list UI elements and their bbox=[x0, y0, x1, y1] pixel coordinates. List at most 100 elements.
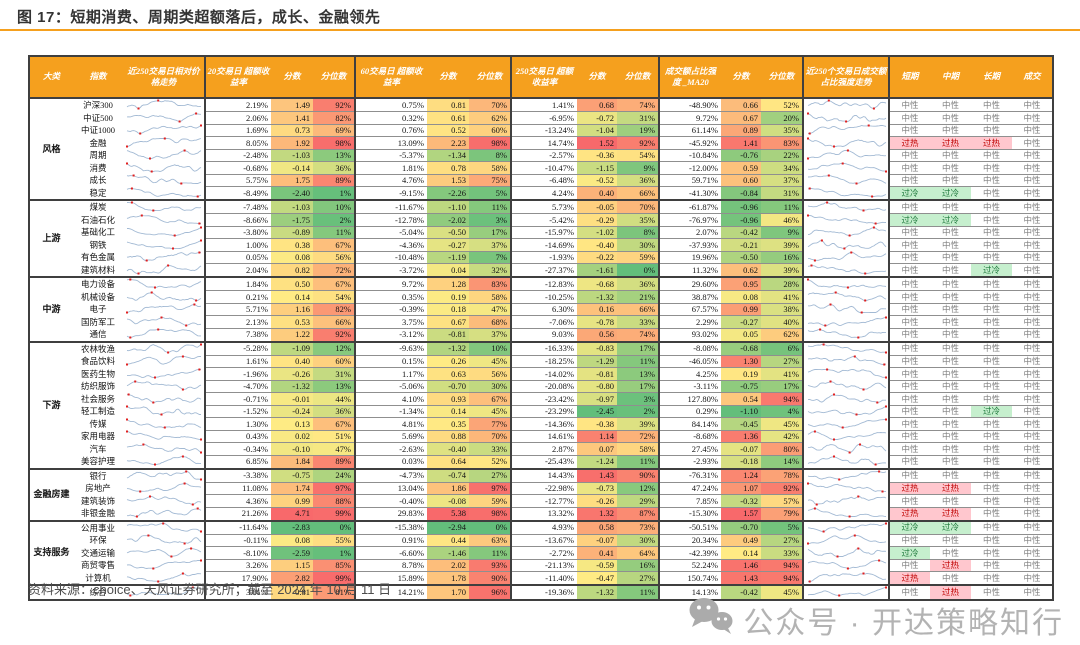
column-header: 分数 bbox=[577, 56, 617, 99]
excess-return-60d: -15.38% bbox=[354, 520, 427, 535]
index-name: 非银金融 bbox=[73, 507, 123, 522]
turnover-sparkline bbox=[802, 455, 889, 470]
score-60d: 2.23 bbox=[427, 136, 469, 150]
turnover-strength-ma20: 52.24% bbox=[658, 559, 721, 572]
status-short-term: 中性 bbox=[888, 200, 930, 214]
percentile-60d: 62% bbox=[469, 111, 511, 125]
score-60d: 0.88 bbox=[427, 430, 469, 443]
status-long-term: 中性 bbox=[971, 251, 1012, 264]
turnover-sparkline bbox=[802, 507, 889, 522]
excess-return-250d: -12.83% bbox=[510, 277, 577, 291]
price-sparkline bbox=[123, 469, 205, 483]
turnover-sparkline bbox=[802, 405, 889, 418]
excess-return-60d: -5.37% bbox=[354, 149, 427, 162]
excess-return-250d: -12.77% bbox=[510, 494, 577, 508]
table-row: 周期 -2.48% -1.03 13% -5.37% -1.34 8% -2.57% -0.36… bbox=[29, 149, 1053, 162]
score-ma20: 0.62 bbox=[721, 263, 761, 278]
excess-return-20d: 0.05% bbox=[204, 251, 271, 264]
status-long-term: 中性 bbox=[971, 149, 1012, 162]
column-header: 60交易日 超额收益率 bbox=[354, 56, 427, 99]
turnover-strength-ma20: -15.30% bbox=[658, 507, 721, 522]
index-name: 综合 bbox=[73, 585, 123, 601]
excess-return-250d: -14.69% bbox=[510, 238, 577, 252]
table-row: 建筑材料 2.04% 0.82 72% -3.72% 0.04 32% -27.37% -1.6… bbox=[29, 263, 1053, 278]
status-turnover: 中性 bbox=[1012, 442, 1053, 456]
excess-return-60d: 13.04% bbox=[354, 482, 427, 495]
status-short-term: 中性 bbox=[888, 290, 930, 304]
percentile-60d: 58% bbox=[469, 161, 511, 175]
percentile-20d: 31% bbox=[313, 367, 355, 381]
turnover-sparkline bbox=[802, 290, 889, 303]
table-row: 计算机 17.90% 2.82 99% 15.89% 1.78 90% -11.40% -0.4… bbox=[29, 571, 1053, 586]
column-header: 大类 bbox=[29, 56, 73, 99]
excess-return-250d: -6.95% bbox=[510, 111, 577, 125]
percentile-250d: 11% bbox=[617, 455, 659, 470]
percentile-20d: 67% bbox=[313, 417, 355, 431]
turnover-strength-ma20: -76.31% bbox=[658, 468, 721, 483]
status-mid-term: 过热 bbox=[930, 136, 971, 150]
excess-return-60d: -6.60% bbox=[354, 546, 427, 560]
price-sparkline bbox=[123, 368, 205, 381]
status-turnover: 中性 bbox=[1012, 124, 1053, 137]
excess-return-60d: 3.75% bbox=[354, 315, 427, 329]
excess-return-60d: 4.10% bbox=[354, 392, 427, 406]
price-sparkline bbox=[123, 277, 205, 291]
score-250d: -1.02 bbox=[577, 226, 617, 239]
percentile-60d: 56% bbox=[469, 367, 511, 381]
score-20d: 1.84 bbox=[271, 455, 313, 470]
turnover-sparkline bbox=[802, 468, 889, 482]
status-long-term: 中性 bbox=[971, 507, 1012, 522]
category-cell: 中游 bbox=[29, 277, 73, 343]
score-ma20: -0.27 bbox=[721, 315, 761, 329]
score-ma20: 0.66 bbox=[721, 98, 761, 112]
status-short-term: 中性 bbox=[888, 124, 930, 137]
turnover-sparkline bbox=[802, 367, 889, 380]
score-60d: 0.64 bbox=[427, 455, 469, 470]
excess-return-60d: 0.91% bbox=[354, 534, 427, 547]
score-60d: -0.50 bbox=[427, 226, 469, 239]
excess-return-60d: 0.32% bbox=[354, 111, 427, 125]
status-turnover: 中性 bbox=[1012, 392, 1053, 406]
status-mid-term: 中性 bbox=[930, 405, 971, 418]
category-cell: 上游 bbox=[29, 200, 73, 278]
status-turnover: 中性 bbox=[1012, 417, 1053, 431]
status-turnover: 中性 bbox=[1012, 405, 1053, 418]
index-name: 农林牧渔 bbox=[80, 343, 115, 354]
index-name: 交通运输 bbox=[80, 547, 115, 558]
score-250d: -1.24 bbox=[577, 455, 617, 470]
score-250d: 0.58 bbox=[577, 520, 617, 535]
percentile-60d: 45% bbox=[469, 355, 511, 368]
percentile-ma20: 6% bbox=[761, 341, 803, 356]
column-header: 分位数 bbox=[469, 56, 511, 99]
status-mid-term: 中性 bbox=[930, 98, 971, 112]
index-name: 中证1000 bbox=[80, 125, 115, 135]
index-name: 石油石化 bbox=[80, 214, 115, 225]
status-long-term: 中性 bbox=[971, 303, 1012, 316]
turnover-sparkline bbox=[802, 238, 889, 251]
excess-return-250d: -15.97% bbox=[510, 226, 577, 239]
percentile-20d: 54% bbox=[313, 290, 355, 304]
turnover-sparkline bbox=[802, 546, 889, 559]
score-ma20: 0.89 bbox=[721, 124, 761, 137]
percentile-20d: 56% bbox=[313, 251, 355, 264]
score-60d: 2.02 bbox=[427, 559, 469, 572]
score-ma20: -0.18 bbox=[721, 455, 761, 470]
status-long-term: 中性 bbox=[971, 213, 1012, 227]
percentile-250d: 36% bbox=[617, 277, 659, 291]
category-cell: 金融房建 bbox=[29, 468, 73, 522]
excess-return-60d: -10.48% bbox=[354, 251, 427, 264]
column-header: 分位数 bbox=[761, 56, 803, 99]
score-60d: 0.35 bbox=[427, 417, 469, 431]
score-60d: -1.19 bbox=[427, 251, 469, 264]
excess-return-60d: 8.78% bbox=[354, 559, 427, 572]
table-row: 房地产 11.08% 1.74 97% 13.04% 1.86 97% -22.98% -0.7… bbox=[29, 482, 1053, 495]
excess-return-60d: -4.73% bbox=[354, 468, 427, 483]
status-long-term: 中性 bbox=[971, 585, 1012, 601]
score-20d: 1.15 bbox=[271, 559, 313, 572]
score-60d: 1.28 bbox=[427, 277, 469, 291]
turnover-sparkline bbox=[802, 442, 889, 455]
status-short-term: 中性 bbox=[888, 111, 930, 125]
status-turnover: 中性 bbox=[1012, 213, 1053, 227]
column-header: 指数 bbox=[73, 56, 123, 99]
score-60d: 0.63 bbox=[427, 367, 469, 381]
